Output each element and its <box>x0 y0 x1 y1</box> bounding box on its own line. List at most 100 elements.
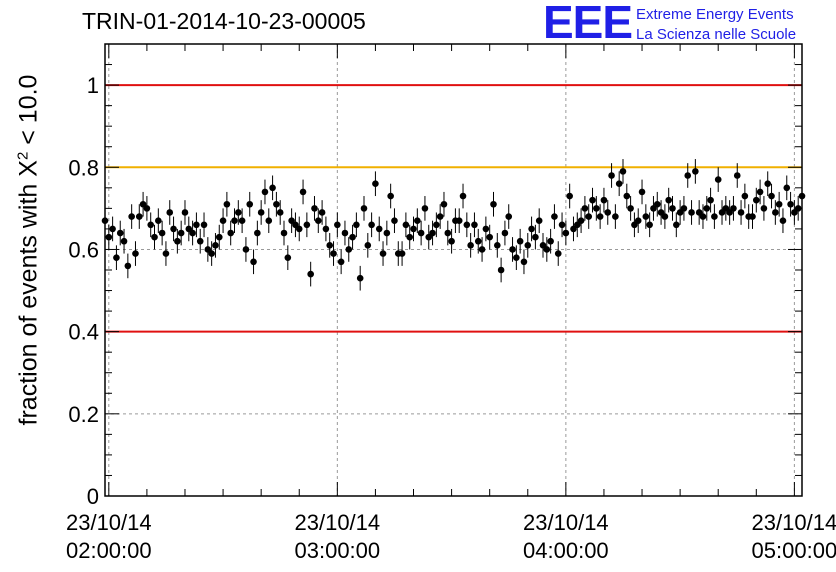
data-point <box>680 205 688 212</box>
data-point <box>516 237 524 245</box>
data-point <box>105 233 113 241</box>
data-point <box>406 233 413 241</box>
data-point <box>250 258 257 266</box>
data-point <box>208 250 215 257</box>
data-point <box>749 213 756 220</box>
data-point <box>189 229 196 237</box>
data-point <box>604 209 612 216</box>
data-point <box>269 184 276 192</box>
data-point <box>711 213 718 220</box>
data-point <box>554 250 562 257</box>
data-point <box>337 258 345 266</box>
data-point <box>155 217 162 224</box>
data-point <box>524 242 532 249</box>
data-point <box>322 225 330 233</box>
data-point <box>532 233 539 241</box>
data-point <box>246 200 254 208</box>
data-point <box>669 205 676 212</box>
data-point <box>345 246 353 253</box>
data-point <box>383 229 391 237</box>
data-point <box>417 229 425 237</box>
data-point <box>714 176 722 183</box>
y-tick-label: 0 <box>87 484 99 509</box>
data-point <box>509 246 516 253</box>
data-point <box>318 209 326 216</box>
data-point <box>375 225 383 233</box>
x-tick-label-time: 04:00:00 <box>523 538 609 563</box>
data-point <box>642 213 650 220</box>
data-point <box>528 225 535 233</box>
data-point <box>619 168 627 175</box>
data-point <box>440 200 448 208</box>
data-point <box>128 213 135 220</box>
data-point <box>429 229 436 237</box>
data-point <box>162 250 170 257</box>
data-point <box>615 180 623 188</box>
x-tick-label-time: 02:00:00 <box>66 538 152 563</box>
logo-line-1: Extreme Energy Events <box>636 6 794 23</box>
data-point <box>688 209 695 216</box>
data-point <box>349 233 356 241</box>
data-point <box>482 225 490 233</box>
data-point <box>147 221 155 229</box>
logo-line-2: La Scienza nelle Scuole <box>636 26 797 43</box>
data-point <box>638 188 646 196</box>
data-point <box>391 217 398 224</box>
data-point <box>372 180 379 188</box>
data-point <box>444 229 452 237</box>
data-point <box>223 200 231 208</box>
data-point <box>783 184 791 192</box>
data-point <box>238 217 246 224</box>
data-point <box>478 246 486 253</box>
data-point <box>219 217 227 224</box>
data-point <box>494 242 501 249</box>
data-point <box>295 225 303 233</box>
data-point <box>794 205 802 212</box>
data-point <box>314 217 322 224</box>
data-point <box>196 237 204 245</box>
data-point <box>577 217 585 224</box>
data-point <box>756 188 764 196</box>
data-point <box>501 229 509 237</box>
data-point <box>356 274 364 282</box>
data-point <box>113 254 120 261</box>
data-point <box>360 205 368 212</box>
data-point <box>330 250 337 257</box>
eee-logo: EEE Extreme Energy Events La Scienza nel… <box>543 0 833 48</box>
data-point <box>467 242 474 249</box>
data-point <box>558 221 566 229</box>
data-point <box>421 205 429 212</box>
data-point <box>231 217 238 224</box>
data-point <box>181 209 189 216</box>
data-point <box>242 246 250 253</box>
data-point <box>547 237 554 245</box>
data-point <box>402 221 410 229</box>
data-point <box>627 205 634 212</box>
data-point <box>730 205 737 212</box>
y-tick-label: 0.8 <box>68 155 99 180</box>
data-point <box>273 200 280 208</box>
data-point <box>193 221 200 229</box>
data-point <box>665 196 672 204</box>
data-point <box>227 229 234 237</box>
data-point <box>692 168 699 175</box>
x-tick-label-time: 05:00:00 <box>752 538 836 563</box>
data-point <box>299 188 307 196</box>
data-point <box>760 205 768 212</box>
data-point <box>379 250 387 257</box>
data-point <box>334 221 341 229</box>
data-point <box>772 209 779 216</box>
data-point <box>410 225 417 233</box>
data-point <box>341 229 349 237</box>
data-point <box>174 237 181 245</box>
data-point <box>471 221 478 229</box>
data-point <box>398 250 406 257</box>
data-point <box>120 237 128 245</box>
data-point <box>505 213 513 220</box>
data-point <box>326 242 334 249</box>
y-tick-label: 0.2 <box>68 402 99 427</box>
data-point <box>307 270 314 278</box>
y-tick-label: 0.4 <box>68 320 99 345</box>
data-point <box>455 217 463 224</box>
